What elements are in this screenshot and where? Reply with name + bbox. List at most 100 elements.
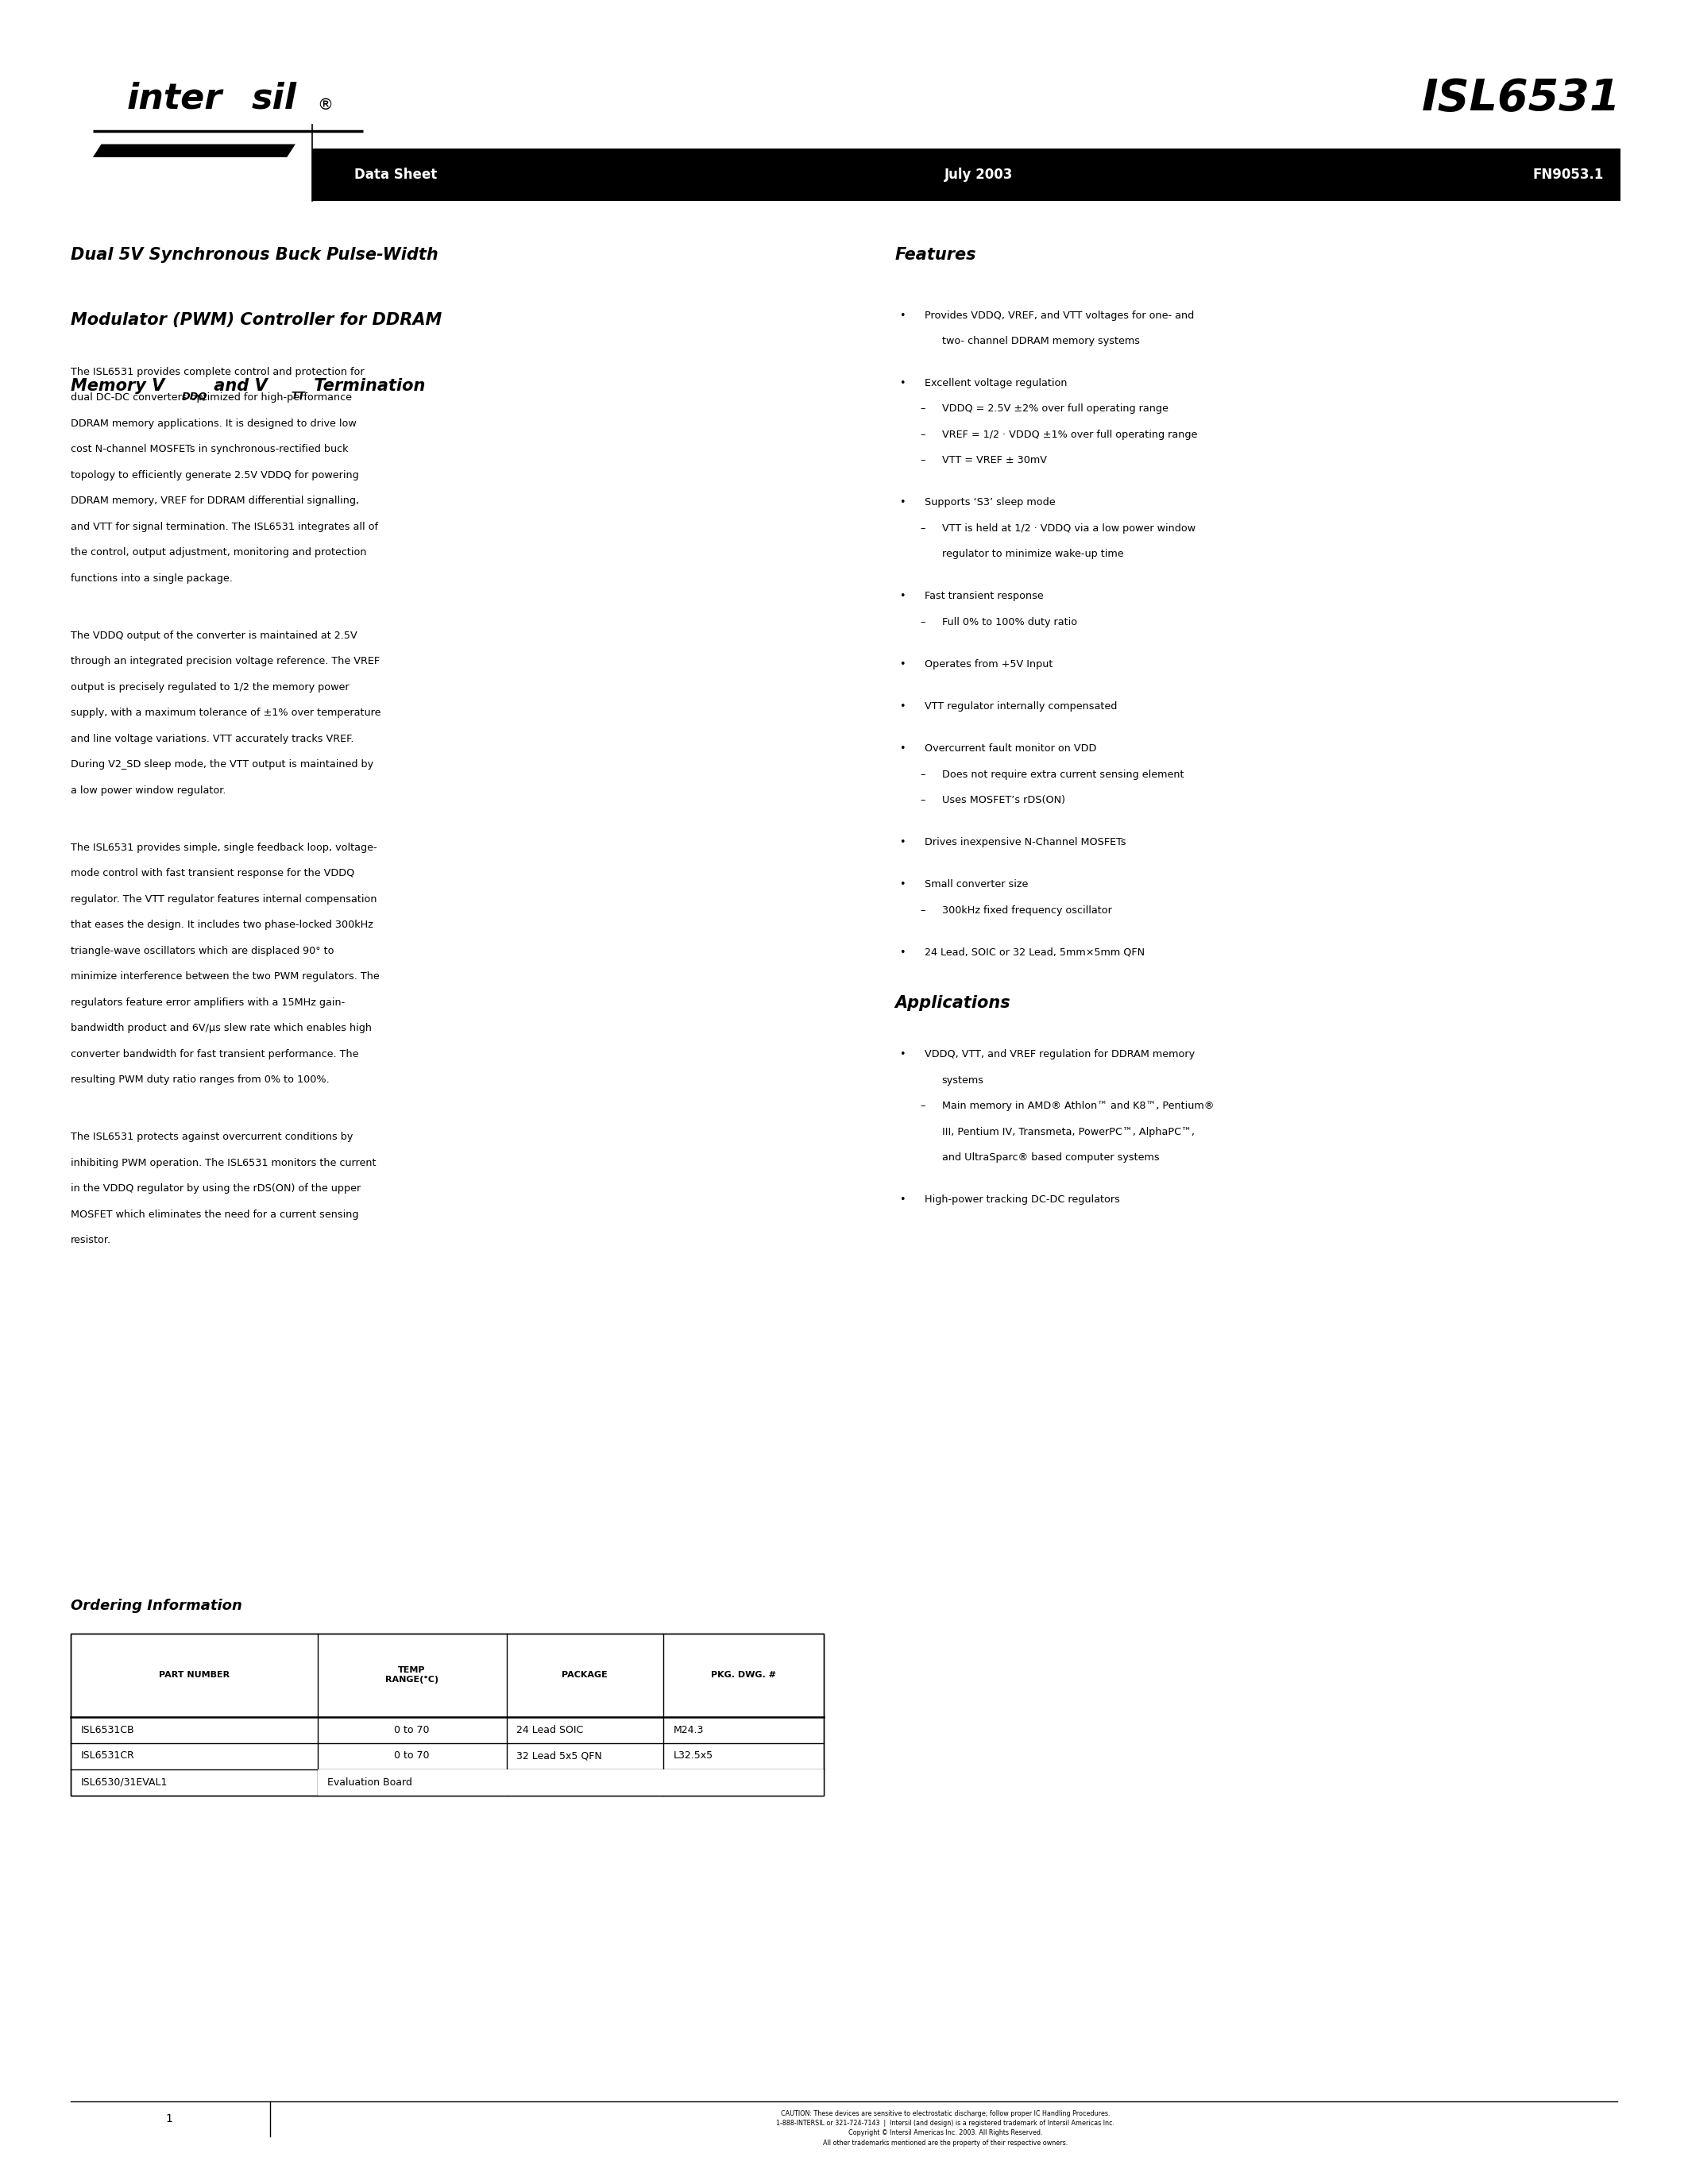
Text: resistor.: resistor. — [71, 1234, 111, 1245]
Text: 1: 1 — [165, 2112, 172, 2125]
Text: VDDQ, VTT, and VREF regulation for DDRAM memory: VDDQ, VTT, and VREF regulation for DDRAM… — [925, 1051, 1195, 1059]
Text: dual DC-DC converters optimized for high-performance: dual DC-DC converters optimized for high… — [71, 393, 353, 404]
Text: The ISL6531 protects against overcurrent conditions by: The ISL6531 protects against overcurrent… — [71, 1131, 353, 1142]
Text: TEMP
RANGE(°C): TEMP RANGE(°C) — [385, 1666, 439, 1684]
Text: •: • — [900, 743, 906, 753]
Text: DDQ: DDQ — [182, 391, 208, 402]
Text: •: • — [900, 310, 906, 321]
Text: VTT = VREF ± 30mV: VTT = VREF ± 30mV — [942, 456, 1047, 465]
Text: MOSFET which eliminates the need for a current sensing: MOSFET which eliminates the need for a c… — [71, 1210, 360, 1219]
Text: regulator to minimize wake-up time: regulator to minimize wake-up time — [942, 548, 1124, 559]
Text: in the VDDQ regulator by using the rDS(ON) of the upper: in the VDDQ regulator by using the rDS(O… — [71, 1184, 361, 1195]
Bar — [312, 149, 1620, 201]
Text: VTT is held at 1/2 · VDDQ via a low power window: VTT is held at 1/2 · VDDQ via a low powe… — [942, 524, 1195, 533]
Text: PART NUMBER: PART NUMBER — [159, 1671, 230, 1679]
Text: bandwidth product and 6V/μs slew rate which enables high: bandwidth product and 6V/μs slew rate wh… — [71, 1022, 371, 1033]
Text: Uses MOSFET’s rDS(ON): Uses MOSFET’s rDS(ON) — [942, 795, 1065, 806]
Text: that eases the design. It includes two phase-locked 300kHz: that eases the design. It includes two p… — [71, 919, 373, 930]
Text: two- channel DDRAM memory systems: two- channel DDRAM memory systems — [942, 336, 1139, 347]
Text: sil: sil — [252, 81, 297, 116]
Text: resulting PWM duty ratio ranges from 0% to 100%.: resulting PWM duty ratio ranges from 0% … — [71, 1075, 329, 1085]
Bar — [71, 1634, 824, 1795]
Text: Features: Features — [895, 247, 976, 262]
Text: 300kHz fixed frequency oscillator: 300kHz fixed frequency oscillator — [942, 904, 1112, 915]
Text: VREF = 1/2 · VDDQ ±1% over full operating range: VREF = 1/2 · VDDQ ±1% over full operatin… — [942, 430, 1197, 439]
Text: CAUTION: These devices are sensitive to electrostatic discharge; follow proper I: CAUTION: These devices are sensitive to … — [776, 2110, 1114, 2147]
Text: Full 0% to 100% duty ratio: Full 0% to 100% duty ratio — [942, 618, 1077, 627]
Text: supply, with a maximum tolerance of ±1% over temperature: supply, with a maximum tolerance of ±1% … — [71, 708, 381, 719]
Text: and V: and V — [208, 378, 267, 393]
Text: During V2_SD sleep mode, the VTT output is maintained by: During V2_SD sleep mode, the VTT output … — [71, 760, 373, 769]
Bar — [317, 1769, 824, 1795]
Text: topology to efficiently generate 2.5V VDDQ for powering: topology to efficiently generate 2.5V VD… — [71, 470, 360, 480]
Text: DDRAM memory applications. It is designed to drive low: DDRAM memory applications. It is designe… — [71, 419, 356, 428]
Text: output is precisely regulated to 1/2 the memory power: output is precisely regulated to 1/2 the… — [71, 681, 349, 692]
Text: M24.3: M24.3 — [674, 1725, 704, 1734]
Text: triangle-wave oscillators which are displaced 90° to: triangle-wave oscillators which are disp… — [71, 946, 334, 957]
Text: •: • — [900, 498, 906, 509]
Text: PACKAGE: PACKAGE — [562, 1671, 608, 1679]
Text: Main memory in AMD® Athlon™ and K8™, Pentium®: Main memory in AMD® Athlon™ and K8™, Pen… — [942, 1101, 1214, 1112]
Text: 24 Lead SOIC: 24 Lead SOIC — [517, 1725, 584, 1734]
Text: Does not require extra current sensing element: Does not require extra current sensing e… — [942, 769, 1183, 780]
Text: •: • — [900, 1195, 906, 1206]
Text: The ISL6531 provides complete control and protection for: The ISL6531 provides complete control an… — [71, 367, 365, 378]
Text: TT: TT — [290, 391, 306, 402]
Text: •: • — [900, 378, 906, 389]
Text: regulators feature error amplifiers with a 15MHz gain-: regulators feature error amplifiers with… — [71, 998, 344, 1007]
Text: •: • — [900, 948, 906, 957]
Text: –: – — [920, 404, 925, 415]
Text: –: – — [920, 1101, 925, 1112]
Text: •: • — [900, 836, 906, 847]
Text: Small converter size: Small converter size — [925, 880, 1028, 889]
Text: –: – — [920, 456, 925, 465]
Bar — [71, 1634, 824, 1795]
Text: 24 Lead, SOIC or 32 Lead, 5mm×5mm QFN: 24 Lead, SOIC or 32 Lead, 5mm×5mm QFN — [925, 948, 1144, 957]
Text: inhibiting PWM operation. The ISL6531 monitors the current: inhibiting PWM operation. The ISL6531 mo… — [71, 1158, 376, 1168]
Text: •: • — [900, 880, 906, 889]
Text: DDRAM memory, VREF for DDRAM differential signalling,: DDRAM memory, VREF for DDRAM differentia… — [71, 496, 360, 507]
Text: –: – — [920, 430, 925, 439]
Text: mode control with fast transient response for the VDDQ: mode control with fast transient respons… — [71, 869, 354, 878]
Text: ISL6530/31EVAL1: ISL6530/31EVAL1 — [81, 1778, 167, 1787]
Text: VDDQ = 2.5V ±2% over full operating range: VDDQ = 2.5V ±2% over full operating rang… — [942, 404, 1168, 415]
Text: FN9053.1: FN9053.1 — [1533, 168, 1604, 181]
Text: PKG. DWG. #: PKG. DWG. # — [711, 1671, 776, 1679]
Text: the control, output adjustment, monitoring and protection: the control, output adjustment, monitori… — [71, 548, 366, 557]
Text: and line voltage variations. VTT accurately tracks VREF.: and line voltage variations. VTT accurat… — [71, 734, 354, 745]
Text: Modulator (PWM) Controller for DDRAM: Modulator (PWM) Controller for DDRAM — [71, 312, 442, 328]
Text: High-power tracking DC-DC regulators: High-power tracking DC-DC regulators — [925, 1195, 1121, 1206]
Text: systems: systems — [942, 1075, 984, 1085]
Text: III, Pentium IV, Transmeta, PowerPC™, AlphaPC™,: III, Pentium IV, Transmeta, PowerPC™, Al… — [942, 1127, 1195, 1138]
Text: The ISL6531 provides simple, single feedback loop, voltage-: The ISL6531 provides simple, single feed… — [71, 843, 376, 854]
Text: –: – — [920, 795, 925, 806]
Text: functions into a single package.: functions into a single package. — [71, 572, 233, 583]
Text: converter bandwidth for fast transient performance. The: converter bandwidth for fast transient p… — [71, 1048, 360, 1059]
Text: VTT regulator internally compensated: VTT regulator internally compensated — [925, 701, 1117, 712]
Text: ISL6531: ISL6531 — [1421, 76, 1620, 120]
Text: 32 Lead 5x5 QFN: 32 Lead 5x5 QFN — [517, 1752, 603, 1760]
Text: cost N-channel MOSFETs in synchronous-rectified buck: cost N-channel MOSFETs in synchronous-re… — [71, 443, 348, 454]
Text: through an integrated precision voltage reference. The VREF: through an integrated precision voltage … — [71, 655, 380, 666]
Text: Evaluation Board: Evaluation Board — [327, 1778, 412, 1787]
Text: minimize interference between the two PWM regulators. The: minimize interference between the two PW… — [71, 972, 380, 983]
Text: Dual 5V Synchronous Buck Pulse-Width: Dual 5V Synchronous Buck Pulse-Width — [71, 247, 439, 262]
Text: regulator. The VTT regulator features internal compensation: regulator. The VTT regulator features in… — [71, 893, 376, 904]
Text: inter: inter — [127, 81, 223, 116]
Text: Supports ‘S3’ sleep mode: Supports ‘S3’ sleep mode — [925, 498, 1055, 509]
Text: ®: ® — [317, 98, 333, 111]
Text: –: – — [920, 769, 925, 780]
Text: Applications: Applications — [895, 996, 1011, 1011]
Text: The VDDQ output of the converter is maintained at 2.5V: The VDDQ output of the converter is main… — [71, 631, 358, 640]
Text: •: • — [900, 592, 906, 601]
Text: Memory V: Memory V — [71, 378, 165, 393]
Text: Provides VDDQ, VREF, and VTT voltages for one- and: Provides VDDQ, VREF, and VTT voltages fo… — [925, 310, 1195, 321]
Text: L32.5x5: L32.5x5 — [674, 1752, 714, 1760]
Text: •: • — [900, 660, 906, 670]
Text: Overcurrent fault monitor on VDD: Overcurrent fault monitor on VDD — [925, 743, 1097, 753]
Text: Excellent voltage regulation: Excellent voltage regulation — [925, 378, 1067, 389]
Text: and VTT for signal termination. The ISL6531 integrates all of: and VTT for signal termination. The ISL6… — [71, 522, 378, 533]
Text: –: – — [920, 618, 925, 627]
Text: Data Sheet: Data Sheet — [354, 168, 437, 181]
Text: –: – — [920, 904, 925, 915]
